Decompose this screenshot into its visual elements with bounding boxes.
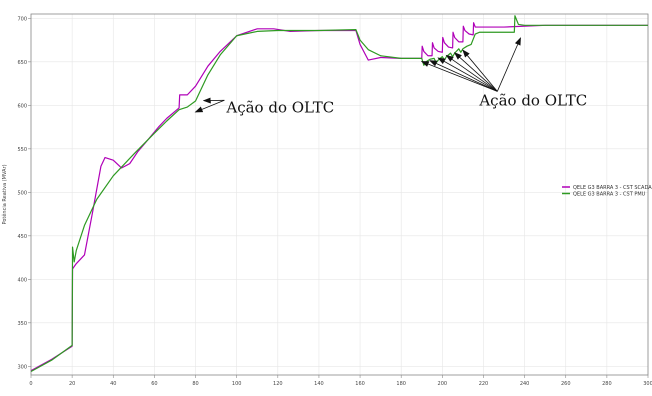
annotation-label: Ação do OLTC <box>225 98 334 116</box>
annotation-arrow <box>196 100 225 112</box>
annotation-arrow <box>497 38 520 91</box>
x-tick-label: 160 <box>355 381 365 387</box>
x-tick-label: 240 <box>520 381 530 387</box>
x-tick-label: 100 <box>232 381 242 387</box>
x-tick-label: 200 <box>438 381 448 387</box>
x-tick-label: 300 <box>643 381 652 387</box>
y-tick-label: 550 <box>17 147 27 153</box>
x-tick-label: 80 <box>192 381 198 387</box>
x-tick-label: 260 <box>561 381 571 387</box>
x-tick-label: 220 <box>479 381 489 387</box>
series-line-2 <box>31 16 648 372</box>
y-tick-label: 400 <box>17 277 27 283</box>
y-tick-label: 300 <box>17 364 27 370</box>
legend-label: QELE G3 BARRA 3 - CST SCADA <box>573 185 652 191</box>
x-tick-label: 140 <box>314 381 324 387</box>
x-tick-label: 180 <box>396 381 406 387</box>
y-tick-label: 600 <box>17 103 27 109</box>
y-tick-label: 450 <box>17 234 27 240</box>
y-tick-label: 500 <box>17 190 27 196</box>
y-tick-label: 700 <box>17 16 27 22</box>
legend-label: QELE G3 BARRA 3 - CST PMU <box>573 191 646 197</box>
x-tick-label: 20 <box>69 381 75 387</box>
x-tick-label: 280 <box>602 381 612 387</box>
grid-layer <box>31 14 648 375</box>
x-axis-ticks: 0 20 40 60 80 100 120 140 160 180 200 220 240 260 280 3… <box>29 375 652 387</box>
plot-frame <box>31 14 648 375</box>
x-tick-label: 60 <box>151 381 157 387</box>
x-tick-label: 40 <box>110 381 116 387</box>
x-tick-label: 0 <box>29 381 32 387</box>
annotation-label: Ação do OLTC <box>478 91 587 109</box>
y-axis-title: Potência Reativa (MVAr) <box>1 164 8 224</box>
annotation-arrow <box>430 61 497 92</box>
annotation-layer: Ação do OLTC Ação do OLTC <box>196 38 588 116</box>
x-tick-label: 120 <box>273 381 283 387</box>
annotation-arrow <box>438 58 497 91</box>
series-line-1 <box>31 23 648 371</box>
series-layer <box>31 16 648 372</box>
y-axis-ticks: 300 350 400 450 500 550 600 650 700 <box>17 16 31 370</box>
annotation-arrow <box>455 53 498 92</box>
annotation-arrow <box>422 61 498 91</box>
y-tick-label: 650 <box>17 60 27 66</box>
y-tick-label: 350 <box>17 321 27 327</box>
